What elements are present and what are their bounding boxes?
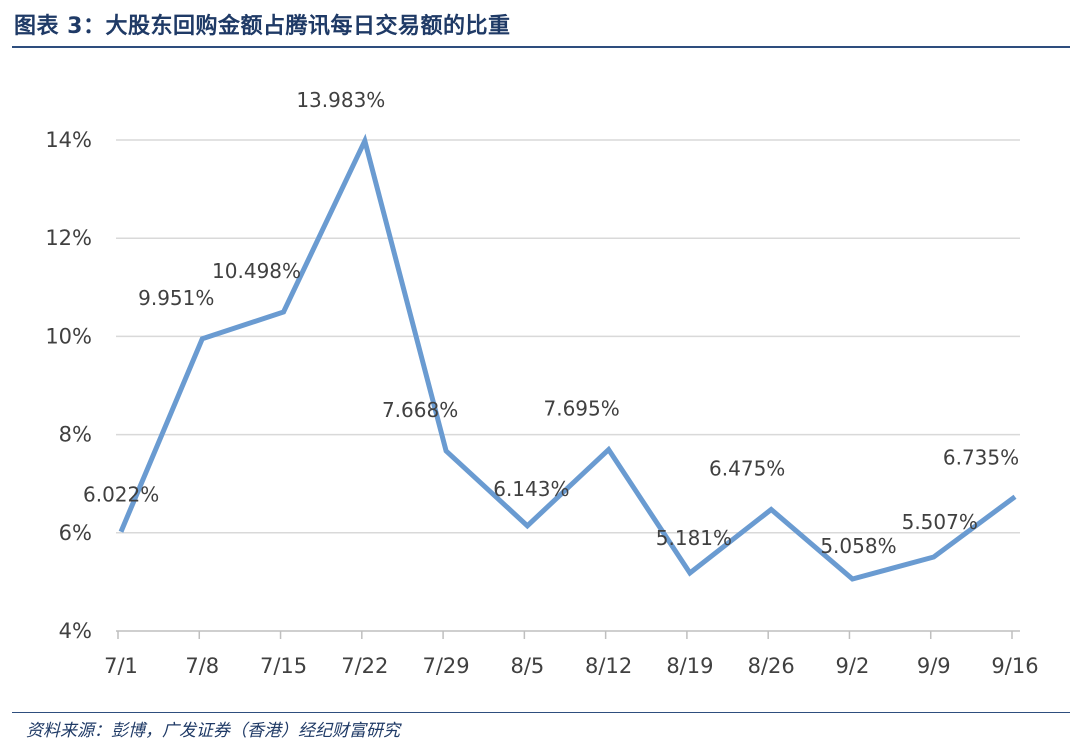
data-label: 6.143% <box>493 477 569 501</box>
series-line <box>118 133 1017 582</box>
data-label: 6.022% <box>83 483 159 507</box>
data-label: 7.695% <box>544 397 620 421</box>
gridlines <box>116 139 1020 534</box>
footer-rule <box>12 712 1070 713</box>
source-note: 资料来源：彭博，广发证券（香港）经纪财富研究 <box>26 721 400 741</box>
y-tick-label: 8% <box>59 423 92 447</box>
x-tick-label: 9/2 <box>836 654 870 678</box>
x-tick-label: 8/12 <box>585 654 632 678</box>
data-labels: 6.022% 9.951% 10.498% 13.983% 7.668% 6.143% 7.… <box>83 88 1019 558</box>
y-tick-label: 14% <box>45 128 92 152</box>
y-tick-labels: 4% 6% 8% 10% 12% 14% <box>45 128 92 643</box>
chart-title: 图表 3：大股东回购金额占腾讯每日交易额的比重 <box>14 14 511 39</box>
x-tick-labels: 7/1 7/8 7/15 7/22 7/29 8/5 8/12 8/19 8/26 9/2 9/9 9… <box>104 654 1038 678</box>
data-label: 5.507% <box>902 510 978 534</box>
series-line-path <box>118 133 1017 582</box>
x-tick-label: 8/5 <box>510 654 544 678</box>
x-tick-label: 7/22 <box>341 654 388 678</box>
y-tick-label: 10% <box>45 324 92 348</box>
x-tick-label: 9/16 <box>991 654 1038 678</box>
x-tick-label: 7/8 <box>185 654 219 678</box>
data-label: 6.735% <box>943 446 1019 470</box>
y-tick-label: 6% <box>59 521 92 545</box>
data-label: 10.498% <box>212 259 301 283</box>
data-label: 5.181% <box>656 526 732 550</box>
y-tick-label: 4% <box>59 619 92 643</box>
y-tick-label: 12% <box>45 226 92 250</box>
x-tick-label: 7/1 <box>104 654 138 678</box>
data-label: 13.983% <box>296 88 385 112</box>
data-label: 9.951% <box>138 286 214 310</box>
x-tick-label: 7/29 <box>423 654 470 678</box>
x-tick-label: 8/19 <box>666 654 713 678</box>
title-bar <box>12 8 1070 48</box>
x-axis <box>116 630 1020 639</box>
data-label: 7.668% <box>382 398 458 422</box>
data-label: 6.475% <box>709 456 785 480</box>
data-label: 5.058% <box>820 534 896 558</box>
x-tick-label: 7/15 <box>260 654 307 678</box>
x-tick-label: 8/26 <box>748 654 795 678</box>
x-tick-label: 9/9 <box>917 654 951 678</box>
